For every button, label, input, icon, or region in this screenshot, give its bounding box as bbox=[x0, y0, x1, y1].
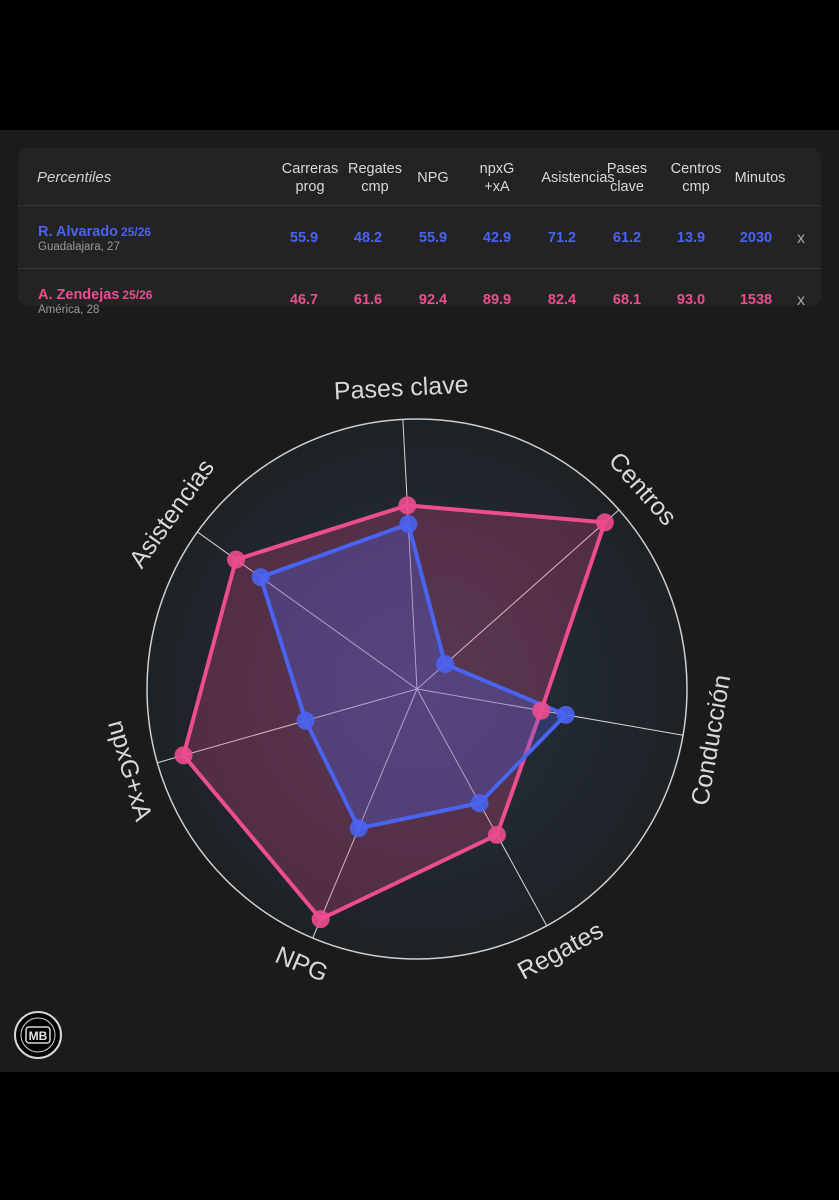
radar-data-point bbox=[399, 514, 418, 533]
header-npg: NPG bbox=[417, 170, 449, 186]
player-1-name: R. Alvarado 25/26 bbox=[38, 224, 151, 240]
p1-npg: 55.9 bbox=[418, 230, 448, 246]
p1-minutos: 2030 bbox=[739, 230, 773, 246]
percentile-table: Percentiles Carreras prog Regates cmp NP… bbox=[18, 148, 821, 316]
header-asistencias: Asistencias bbox=[541, 170, 615, 186]
p1-carreras-prog: 55.9 bbox=[289, 230, 319, 246]
player-2-name-text: A. Zendejas bbox=[38, 287, 120, 303]
radar-data-point bbox=[436, 655, 455, 674]
radar-spoke bbox=[157, 688, 418, 764]
player-1-season: 25/26 bbox=[121, 225, 152, 239]
p1-pases-clave: 61.2 bbox=[612, 230, 642, 246]
table-title: Percentiles bbox=[37, 169, 112, 186]
axis-label: Conducción bbox=[686, 673, 736, 808]
radar-data-point bbox=[296, 711, 315, 730]
divider bbox=[18, 268, 821, 269]
player-1-name-text: R. Alvarado bbox=[38, 224, 119, 240]
radar-data-point bbox=[174, 746, 193, 765]
radar-chart: Pases claveCentrosConducciónRegatesNPGnp… bbox=[102, 371, 736, 988]
radar-series-polygon bbox=[181, 503, 607, 922]
p2-npxg-xa: 89.9 bbox=[482, 292, 512, 308]
player-2-name: A. Zendejas 25/26 bbox=[38, 287, 152, 303]
radar-data-point bbox=[532, 701, 551, 720]
divider bbox=[18, 205, 821, 206]
header-npxg-xa: npxG +xA bbox=[479, 161, 515, 195]
p2-npg: 92.4 bbox=[418, 292, 448, 308]
main-panel: Percentiles Carreras prog Regates cmp NP… bbox=[0, 130, 839, 1072]
p2-asistencias: 82.4 bbox=[547, 292, 577, 308]
axis-label: NPG bbox=[271, 941, 332, 988]
p2-pases-clave: 68.1 bbox=[612, 292, 642, 308]
radar-data-point bbox=[227, 550, 246, 569]
logo-text: MB bbox=[29, 1029, 48, 1043]
radar-data-point bbox=[251, 568, 270, 587]
radar-data-point bbox=[398, 496, 417, 515]
mb-logo: MB bbox=[14, 1011, 62, 1059]
radar-series-polygon bbox=[258, 521, 568, 831]
header-carreras-prog: Carreras prog bbox=[281, 161, 339, 195]
p1-regates-cmp: 48.2 bbox=[353, 230, 383, 246]
radar-data-point bbox=[349, 819, 368, 838]
radar-data-point bbox=[595, 513, 614, 532]
radar-data-point bbox=[311, 910, 330, 929]
radar-data-point bbox=[470, 794, 489, 813]
radar-data-point bbox=[556, 705, 575, 724]
player-2-team: América, 28 bbox=[38, 304, 100, 316]
p2-regates-cmp: 61.6 bbox=[353, 292, 383, 308]
player-1-team: Guadalajara, 27 bbox=[38, 241, 120, 253]
p2-centros-cmp: 93.0 bbox=[676, 292, 706, 308]
p2-minutos: 1538 bbox=[739, 292, 773, 308]
remove-player-1-button[interactable]: x bbox=[797, 230, 805, 247]
remove-player-2-button[interactable]: x bbox=[797, 292, 805, 309]
p1-asistencias: 71.2 bbox=[547, 230, 577, 246]
axis-label: Pases clave bbox=[333, 371, 469, 406]
radar-spoke bbox=[312, 688, 418, 939]
header-centros-cmp: Centros cmp bbox=[670, 161, 722, 195]
player-2-season: 25/26 bbox=[122, 288, 153, 302]
axis-label: npxG+xA bbox=[102, 717, 157, 825]
p1-centros-cmp: 13.9 bbox=[676, 230, 706, 246]
radar-data-point bbox=[487, 825, 506, 844]
p2-carreras-prog: 46.7 bbox=[289, 292, 319, 308]
header-minutos: Minutos bbox=[734, 170, 786, 186]
header-pases-clave: Pases clave bbox=[606, 161, 648, 195]
p1-npxg-xa: 42.9 bbox=[482, 230, 512, 246]
header-regates-cmp: Regates cmp bbox=[347, 161, 403, 195]
radar-spoke bbox=[402, 419, 418, 690]
